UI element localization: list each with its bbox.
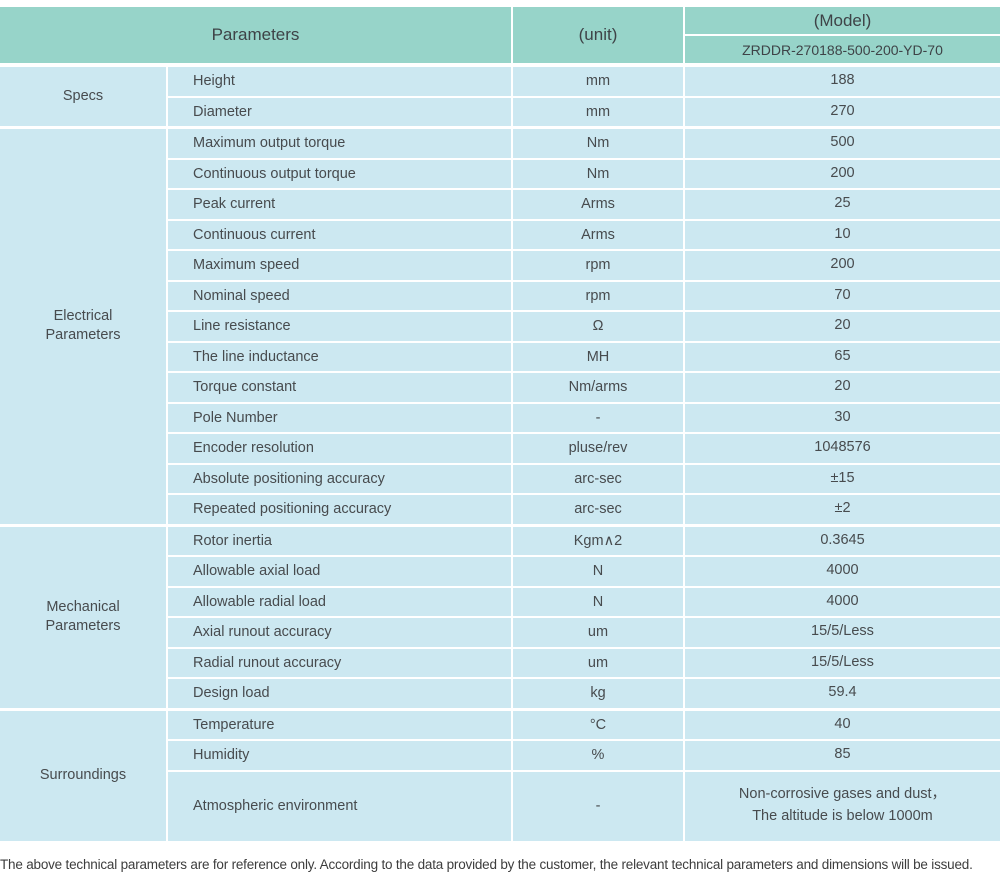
model-number: ZRDDR-270188-500-200-YD-70 [685, 36, 1000, 63]
unit-cell: kg [513, 679, 683, 708]
param-cell: Encoder resolution [168, 434, 511, 463]
param-cell: Axial runout accuracy [168, 618, 511, 647]
table-header: Parameters (unit) (Model) ZRDDR-270188-5… [0, 7, 1000, 63]
param-cell: Continuous output torque [168, 159, 511, 188]
unit-cell: um [513, 618, 683, 647]
unit-cell: arc-sec [513, 464, 683, 493]
value-cell: 4000 [685, 557, 1000, 586]
unit-cell: N [513, 557, 683, 586]
group-label: Specs [0, 67, 166, 126]
param-cell: Radial runout accuracy [168, 648, 511, 677]
model-header: (Model) ZRDDR-270188-500-200-YD-70 [685, 7, 1000, 63]
value-cell: Non-corrosive gases and dust， The altitu… [685, 771, 1000, 841]
unit-cell: Nm [513, 129, 683, 158]
value-cell: 20 [685, 312, 1000, 341]
unit-cell: Ω [513, 312, 683, 341]
value-cell: 188 [685, 67, 1000, 96]
param-cell: Atmospheric environment [168, 771, 511, 841]
param-cell: Nominal speed [168, 281, 511, 310]
unit-cell: % [513, 741, 683, 770]
value-cell: 4000 [685, 587, 1000, 616]
param-cell: Allowable axial load [168, 557, 511, 586]
value-cell: 40 [685, 710, 1000, 739]
param-cell: Torque constant [168, 373, 511, 402]
value-cell: 1048576 [685, 434, 1000, 463]
unit-cell: Nm [513, 159, 683, 188]
param-cell: Allowable radial load [168, 587, 511, 616]
unit-cell: pluse/rev [513, 434, 683, 463]
section-specs: Specs Height mm 188 Diameter mm 270 [0, 67, 1000, 126]
param-cell: Absolute positioning accuracy [168, 464, 511, 493]
param-cell: The line inductance [168, 342, 511, 371]
unit-cell: mm [513, 97, 683, 126]
value-cell: 25 [685, 190, 1000, 219]
unit-cell: rpm [513, 251, 683, 280]
value-cell: 15/5/Less [685, 648, 1000, 677]
unit-cell: - [513, 403, 683, 432]
param-cell: Temperature [168, 710, 511, 739]
param-cell: Rotor inertia [168, 526, 511, 555]
param-cell: Peak current [168, 190, 511, 219]
param-cell: Maximum output torque [168, 129, 511, 158]
value-cell: 0.3645 [685, 526, 1000, 555]
section-mechanical-parameters: Mechanical Parameters Rotor inertia Kgm∧2 0… [0, 526, 1000, 708]
param-cell: Height [168, 67, 511, 96]
unit-cell: um [513, 648, 683, 677]
value-cell: 30 [685, 403, 1000, 432]
footer-note: The above technical parameters are for r… [0, 856, 973, 872]
param-cell: Repeated positioning accuracy [168, 495, 511, 524]
param-cell: Design load [168, 679, 511, 708]
value-cell: 65 [685, 342, 1000, 371]
value-cell: ±2 [685, 495, 1000, 524]
unit-cell: MH [513, 342, 683, 371]
value-cell: 200 [685, 251, 1000, 280]
section-electrical-parameters: Electrical Parameters Maximum output torq… [0, 129, 1000, 524]
unit-cell: mm [513, 67, 683, 96]
value-cell: 85 [685, 741, 1000, 770]
param-cell: Diameter [168, 97, 511, 126]
value-cell: 200 [685, 159, 1000, 188]
group-label: Mechanical Parameters [0, 526, 166, 708]
unit-cell: °C [513, 710, 683, 739]
parameters-header: Parameters [0, 7, 511, 63]
param-cell: Pole Number [168, 403, 511, 432]
unit-cell: rpm [513, 281, 683, 310]
param-cell: Line resistance [168, 312, 511, 341]
unit-cell: Arms [513, 220, 683, 249]
param-cell: Maximum speed [168, 251, 511, 280]
unit-cell: arc-sec [513, 495, 683, 524]
unit-cell: Nm/arms [513, 373, 683, 402]
unit-cell: Arms [513, 190, 683, 219]
unit-cell: Kgm∧2 [513, 526, 683, 555]
group-label: Electrical Parameters [0, 129, 166, 524]
param-cell: Humidity [168, 741, 511, 770]
param-cell: Continuous current [168, 220, 511, 249]
model-label: (Model) [685, 7, 1000, 34]
section-surroundings: Surroundings Temperature °C 40 Humidity% 85 At… [0, 710, 1000, 841]
unit-cell: N [513, 587, 683, 616]
unit-cell: - [513, 771, 683, 841]
group-label: Surroundings [0, 710, 166, 841]
value-cell: 500 [685, 129, 1000, 158]
value-cell: 70 [685, 281, 1000, 310]
parameters-table-body: Specs Height mm 188 Diameter mm 270 Electrical … [0, 67, 1000, 841]
value-cell: ±15 [685, 464, 1000, 493]
value-cell: 20 [685, 373, 1000, 402]
value-cell: 270 [685, 97, 1000, 126]
value-cell: 15/5/Less [685, 618, 1000, 647]
unit-header: (unit) [513, 7, 683, 63]
value-cell: 10 [685, 220, 1000, 249]
value-cell: 59.4 [685, 679, 1000, 708]
